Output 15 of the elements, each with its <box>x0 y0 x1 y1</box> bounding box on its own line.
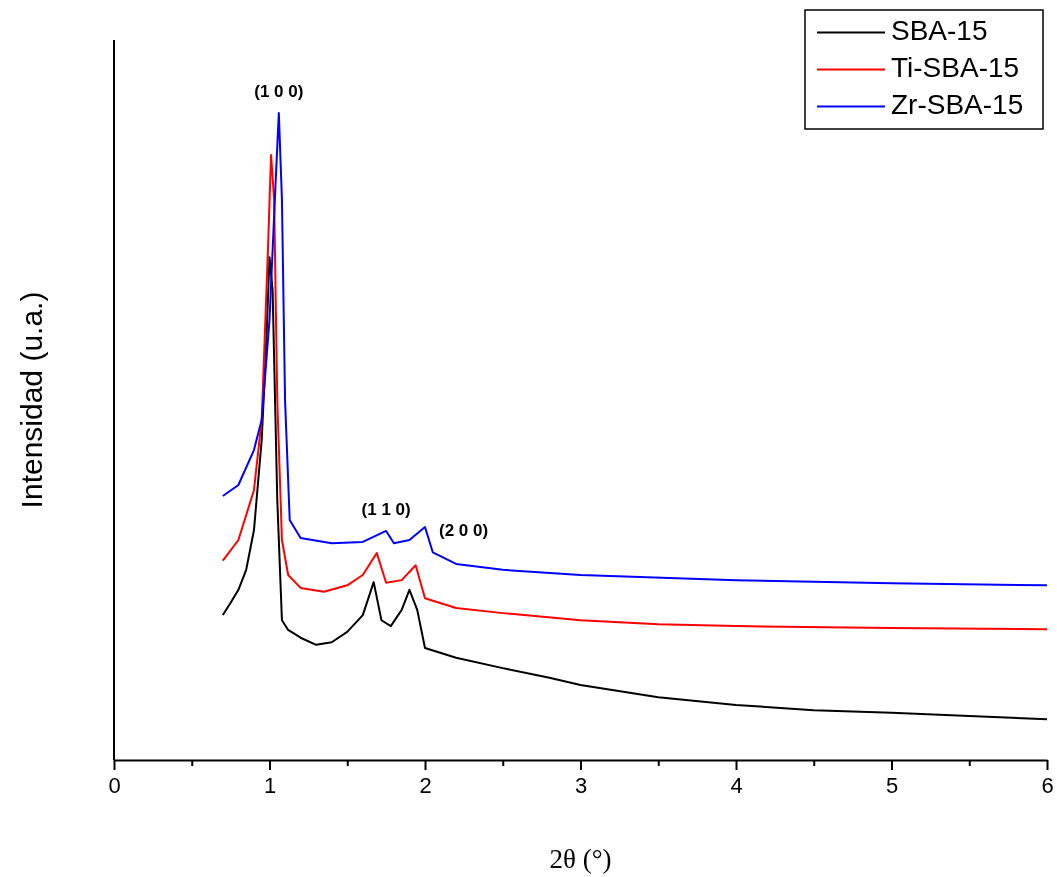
annotation: (1 0 0) <box>254 82 304 102</box>
annotation: (2 0 0) <box>439 520 489 540</box>
legend-label: Zr-SBA-15 <box>891 88 1024 120</box>
legend-label: SBA-15 <box>891 14 988 46</box>
x-tick-label: 2 <box>419 773 432 799</box>
y-axis-title: Intensidad (u.a.) <box>15 291 48 509</box>
x-axis-title: 2θ (°) <box>549 844 612 874</box>
x-tick-label: 4 <box>730 773 743 799</box>
x-tick-label: 6 <box>1041 773 1054 799</box>
x-tick-label: 5 <box>885 773 899 799</box>
x-tick-label: 1 <box>263 773 277 799</box>
legend-label: Ti-SBA-15 <box>891 51 1020 83</box>
annotation: (1 1 0) <box>361 500 411 520</box>
x-tick-label: 0 <box>108 773 121 799</box>
x-tick-label: 3 <box>574 773 588 799</box>
